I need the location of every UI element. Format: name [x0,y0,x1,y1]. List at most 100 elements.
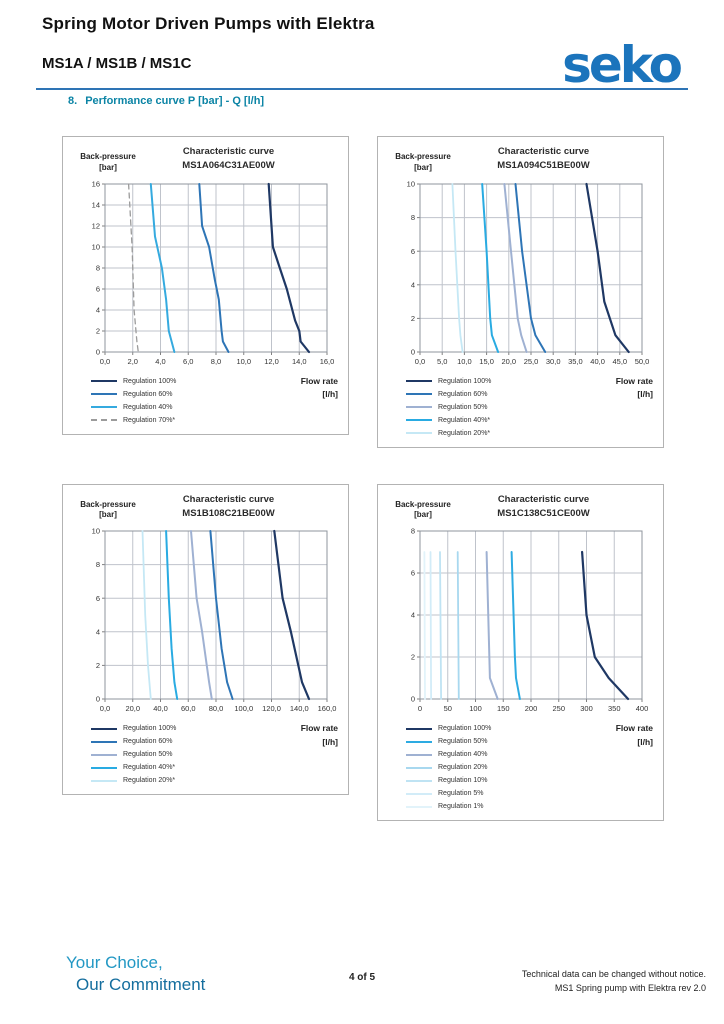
svg-text:0: 0 [96,695,100,704]
section-heading: 8. Performance curve P [bar] - Q [l/h] [68,95,264,107]
legend-line-swatch [91,380,117,382]
document-title: Spring Motor Driven Pumps with Elektra [42,14,375,33]
legend-item: Regulation 70%* [91,417,176,424]
svg-text:2: 2 [96,661,100,670]
legend-line-swatch [91,406,117,408]
svg-text:0: 0 [418,704,422,713]
charts-grid: Back-pressure [bar] Characteristic curve… [62,136,664,821]
svg-text:10,0: 10,0 [457,357,472,366]
legend-label: Regulation 1% [438,803,484,810]
x-axis-label: Flow rate [l/h] [300,375,338,400]
chart-title: Characteristic curve MS1A094C51BE00W [497,146,590,172]
svg-text:4: 4 [411,611,415,620]
legend-label: Regulation 60% [123,738,173,745]
chart-title: Characteristic curve MS1A064C31AE00W [182,146,275,172]
svg-text:50,0: 50,0 [635,357,650,366]
legend-line-swatch [91,740,117,743]
svg-text:2: 2 [411,314,415,323]
svg-text:100: 100 [469,704,482,713]
y-axis-label: Back-pressure [bar] [395,152,451,172]
chart-title: Characteristic curve MS1B108C21BE00W [182,493,275,519]
svg-text:6: 6 [96,284,100,293]
svg-text:10: 10 [407,179,415,188]
brand-tagline: Your Choice, Our Commitment [66,953,206,995]
svg-text:40,0: 40,0 [153,704,168,713]
svg-text:0,0: 0,0 [415,357,425,366]
chart-legend: Regulation 100% Regulation 50% Regulation … [406,722,491,810]
svg-text:0,0: 0,0 [100,704,110,713]
chart-panel-ms1b108: Back-pressure [bar] Characteristic curve… [62,483,349,795]
legend-line-swatch [406,432,432,434]
x-axis-label: Flow rate [l/h] [615,723,653,747]
legend-item: Regulation 10% [406,777,491,784]
legend-item: Regulation 40% [91,404,176,411]
svg-text:0: 0 [411,347,415,356]
legend-item: Regulation 100% [91,378,176,385]
svg-text:2,0: 2,0 [128,357,138,366]
legend-item: Regulation 60% [91,391,176,398]
legend-label: Regulation 40%* [123,764,176,771]
legend-label: Regulation 100% [123,725,177,732]
legend-item: Regulation 60% [91,738,176,745]
svg-text:14: 14 [92,200,100,209]
legend-line-swatch [91,766,117,769]
svg-text:4,0: 4,0 [155,357,165,366]
svg-text:8: 8 [96,560,100,569]
legend-line-swatch [406,766,432,769]
legend-label: Regulation 20%* [438,429,491,437]
svg-text:6: 6 [411,569,415,578]
chart-legend: Regulation 100% Regulation 60% Regulation … [406,375,491,437]
svg-text:300: 300 [580,704,593,713]
chart-plot: 0,0 5,0 10,0 15,0 20,0 25,0 30,0 35,0 40,0 45,0 50… [384,176,657,373]
legend-item: Regulation 50% [91,751,176,758]
svg-text:100,0: 100,0 [234,704,253,713]
legend-label: Regulation 50% [438,403,488,411]
legend-item: Regulation 40% [406,751,491,758]
legend-label: Regulation 40%* [438,416,491,424]
legend-line-swatch [91,727,117,730]
legend-label: Regulation 10% [438,777,488,784]
svg-text:10: 10 [92,242,100,251]
legend-item: Regulation 100% [406,725,491,732]
legend-line-swatch [91,753,117,756]
svg-text:4: 4 [96,305,100,314]
svg-text:12: 12 [92,221,100,230]
svg-text:8: 8 [96,263,100,272]
legend-item: Regulation 20%* [91,777,176,784]
legend-item: Regulation 1% [406,803,491,810]
footer-notes: Technical data can be changed without no… [521,969,706,993]
svg-text:20,0: 20,0 [125,704,140,713]
legend-label: Regulation 70%* [123,416,176,424]
legend-line-swatch [406,393,432,395]
svg-text:4: 4 [96,627,100,636]
legend-line-swatch [406,792,432,795]
chart-panel-ms1a064: Back-pressure [bar] Characteristic curve… [62,136,349,435]
svg-text:80,0: 80,0 [209,704,224,713]
page-number: 4 of 5 [348,972,376,983]
svg-text:5,0: 5,0 [437,357,447,366]
legend-label: Regulation 100% [438,725,492,732]
svg-text:10: 10 [92,527,100,536]
svg-text:350: 350 [608,704,621,713]
legend-label: Regulation 20% [438,764,488,771]
x-axis-label: Flow rate [l/h] [615,375,653,400]
y-axis-label: Back-pressure [bar] [80,499,136,520]
x-axis-label: Flow rate [l/h] [300,723,338,747]
svg-text:4: 4 [411,280,415,289]
svg-text:45,0: 45,0 [612,357,627,366]
legend-label: Regulation 100% [123,377,177,385]
svg-text:15,0: 15,0 [479,357,494,366]
svg-text:250: 250 [552,704,565,713]
chart-plot: 0,0 20,0 40,0 60,0 80,0 100,0 120,0 140,0 160,0 0… [69,523,342,720]
svg-text:8: 8 [411,527,415,536]
legend-item: Regulation 5% [406,790,491,797]
legend-item: Regulation 100% [406,378,491,385]
legend-label: Regulation 100% [438,377,492,385]
seko-logo: seko [562,36,683,94]
legend-item: Regulation 20%* [406,430,491,437]
y-axis-label: Back-pressure [bar] [80,152,136,172]
legend-line-swatch [406,805,432,808]
legend-line-swatch [406,380,432,382]
svg-text:400: 400 [636,704,649,713]
legend-label: Regulation 40% [438,751,488,758]
